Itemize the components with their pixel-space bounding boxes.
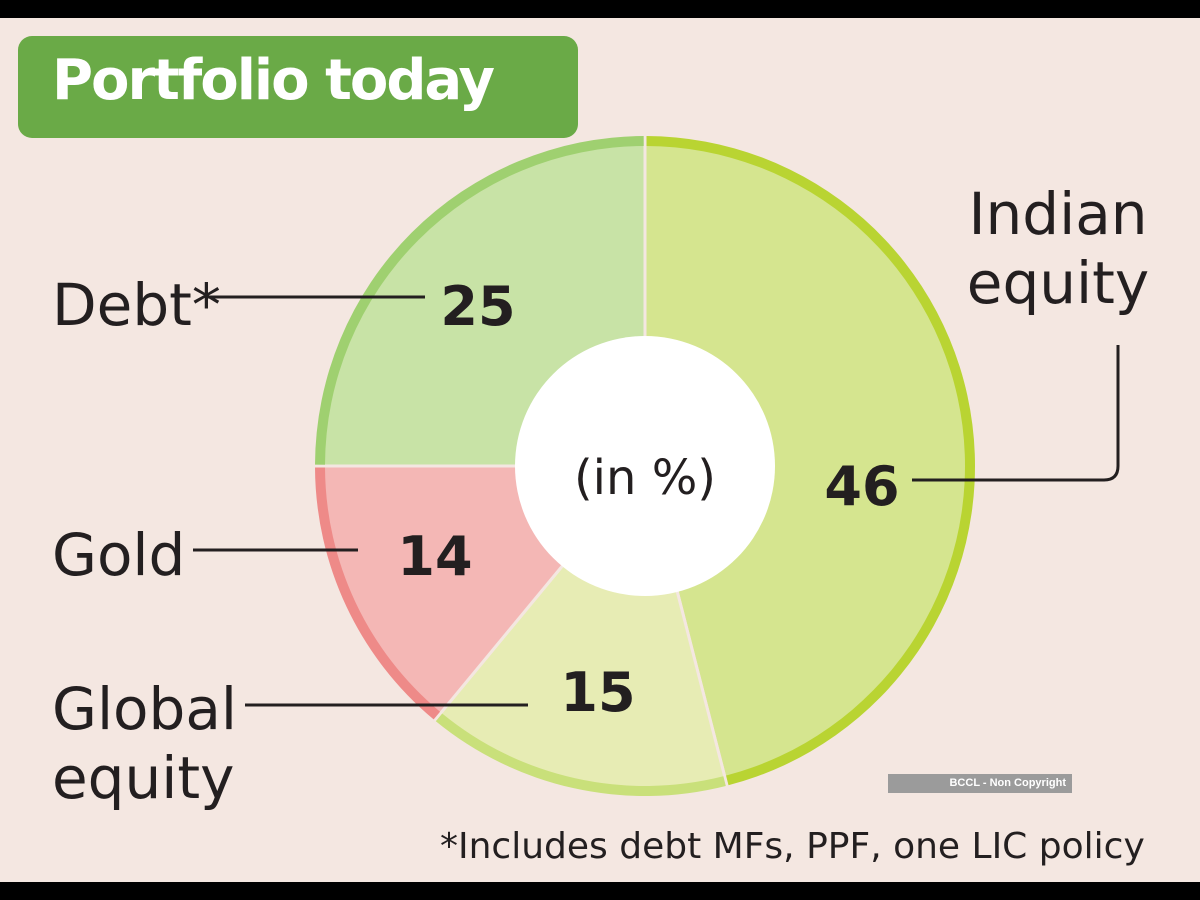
value-label-global-equity: 15	[560, 661, 635, 724]
pie-slice-rim-global-equity	[435, 713, 726, 796]
donut-hole	[515, 336, 775, 596]
infographic: Portfolio today (in %) 25 14 15 46 Debt*…	[0, 18, 1200, 882]
center-label: (in %)	[574, 450, 716, 506]
value-label-debt: 25	[440, 275, 515, 338]
category-label-indian-equity-line2: equity	[967, 249, 1149, 317]
category-label-global-equity-line1: Global	[52, 675, 237, 743]
category-label-indian-equity-line1: Indian	[968, 180, 1147, 248]
footnote: *Includes debt MFs, PPF, one LIC policy	[440, 826, 1145, 867]
title-banner: Portfolio today	[18, 36, 578, 138]
leader-line-indian-equity	[912, 345, 1120, 482]
category-label-global-equity-line2: equity	[52, 744, 234, 812]
leader-lines	[193, 295, 1120, 707]
category-label-debt: Debt*	[52, 271, 221, 339]
category-label-gold: Gold	[52, 521, 185, 589]
value-label-gold: 14	[397, 525, 472, 588]
donut-chart: (in %) 25 14 15 46 Debt* Gold Global equ…	[52, 134, 1149, 812]
value-label-indian-equity: 46	[824, 455, 899, 518]
chart-title: Portfolio today	[52, 48, 495, 113]
watermark: BCCL - Non Copyright	[888, 774, 1072, 793]
